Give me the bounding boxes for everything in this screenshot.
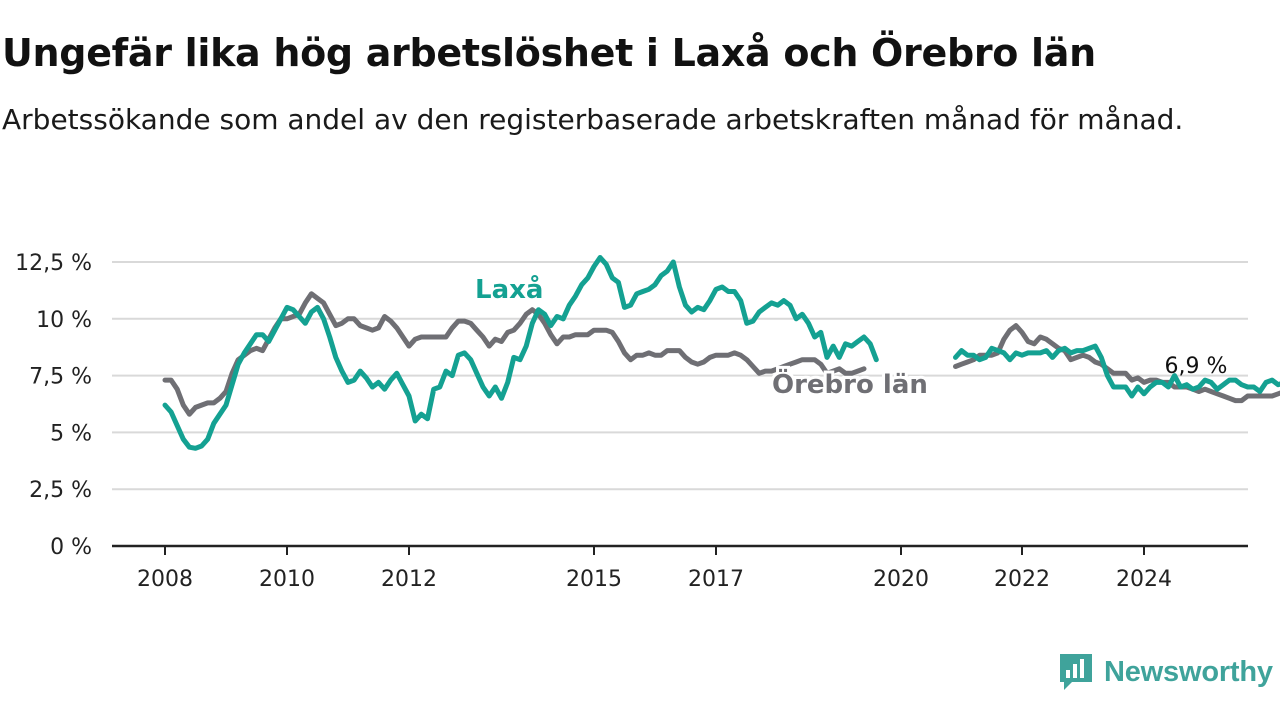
brand-name: Newsworthy xyxy=(1104,655,1273,688)
x-axis: 2008 2010 2012 2015 2017 2020 2022 2024 xyxy=(112,544,1248,592)
newsworthy-logo-icon xyxy=(1060,654,1092,690)
series-lines xyxy=(162,255,1280,451)
x-tick-label: 2024 xyxy=(1116,567,1172,592)
end-value-label: 6,9 % xyxy=(1165,354,1228,379)
x-tick-label: 2012 xyxy=(381,567,437,592)
y-axis-tick-labels: 0 % 2,5 % 5 % 7,5 % 10 % 12,5 % xyxy=(15,251,92,560)
y-tick-label: 7,5 % xyxy=(29,365,92,390)
series-labels: Laxå Örebro län 6,9 % xyxy=(472,270,1228,403)
x-tick-label: 2015 xyxy=(566,567,622,592)
y-tick-label: 10 % xyxy=(36,308,92,333)
x-tick-label: 2008 xyxy=(137,567,193,592)
chart-title: Ungefär lika hög arbetslöshet i Laxå och… xyxy=(2,31,1096,75)
x-tick-label: 2022 xyxy=(994,567,1050,592)
y-tick-label: 12,5 % xyxy=(15,251,92,276)
y-tick-label: 5 % xyxy=(50,421,92,446)
x-tick-label: 2010 xyxy=(259,567,315,592)
series-label-orebro: Örebro län xyxy=(772,367,928,400)
chart-subtitle: Arbetssökande som andel av den registerb… xyxy=(2,103,1184,136)
series-line-laxa xyxy=(953,343,1280,399)
series-line-laxa xyxy=(560,255,879,363)
y-tick-label: 2,5 % xyxy=(29,478,92,503)
series-label-laxa: Laxå xyxy=(475,273,543,305)
y-tick-label: 0 % xyxy=(50,535,92,560)
series-line-laxa xyxy=(162,304,566,451)
newsworthy-logo: Newsworthy xyxy=(1058,652,1273,692)
x-tick-label: 2020 xyxy=(873,567,929,592)
x-tick-label: 2017 xyxy=(688,567,744,592)
